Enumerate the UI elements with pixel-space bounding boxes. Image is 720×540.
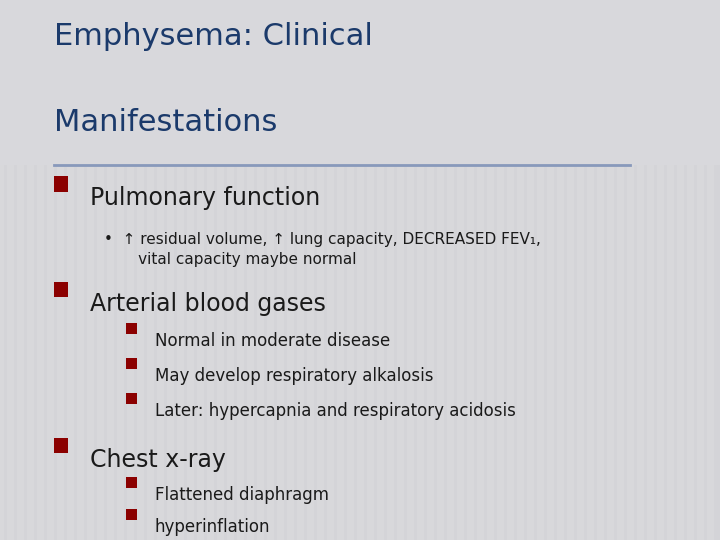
FancyBboxPatch shape xyxy=(126,323,137,334)
FancyBboxPatch shape xyxy=(0,0,720,165)
FancyBboxPatch shape xyxy=(126,358,137,369)
FancyBboxPatch shape xyxy=(126,393,137,404)
Text: hyperinflation: hyperinflation xyxy=(155,518,270,536)
Text: Later: hypercapnia and respiratory acidosis: Later: hypercapnia and respiratory acido… xyxy=(155,402,516,420)
Text: Normal in moderate disease: Normal in moderate disease xyxy=(155,332,390,350)
FancyBboxPatch shape xyxy=(54,438,68,454)
Text: •  ↑ residual volume, ↑ lung capacity, DECREASED FEV₁,
       vital capacity may: • ↑ residual volume, ↑ lung capacity, DE… xyxy=(104,232,541,267)
FancyBboxPatch shape xyxy=(126,509,137,520)
Text: Pulmonary function: Pulmonary function xyxy=(90,186,320,210)
Text: Chest x-ray: Chest x-ray xyxy=(90,448,226,472)
FancyBboxPatch shape xyxy=(54,177,68,192)
Text: Manifestations: Manifestations xyxy=(54,108,277,137)
Text: Emphysema: Clinical: Emphysema: Clinical xyxy=(54,22,373,51)
Text: Flattened diaphragm: Flattened diaphragm xyxy=(155,486,329,504)
Text: May develop respiratory alkalosis: May develop respiratory alkalosis xyxy=(155,367,433,385)
FancyBboxPatch shape xyxy=(54,282,68,297)
Text: Arterial blood gases: Arterial blood gases xyxy=(90,292,326,315)
FancyBboxPatch shape xyxy=(126,477,137,488)
